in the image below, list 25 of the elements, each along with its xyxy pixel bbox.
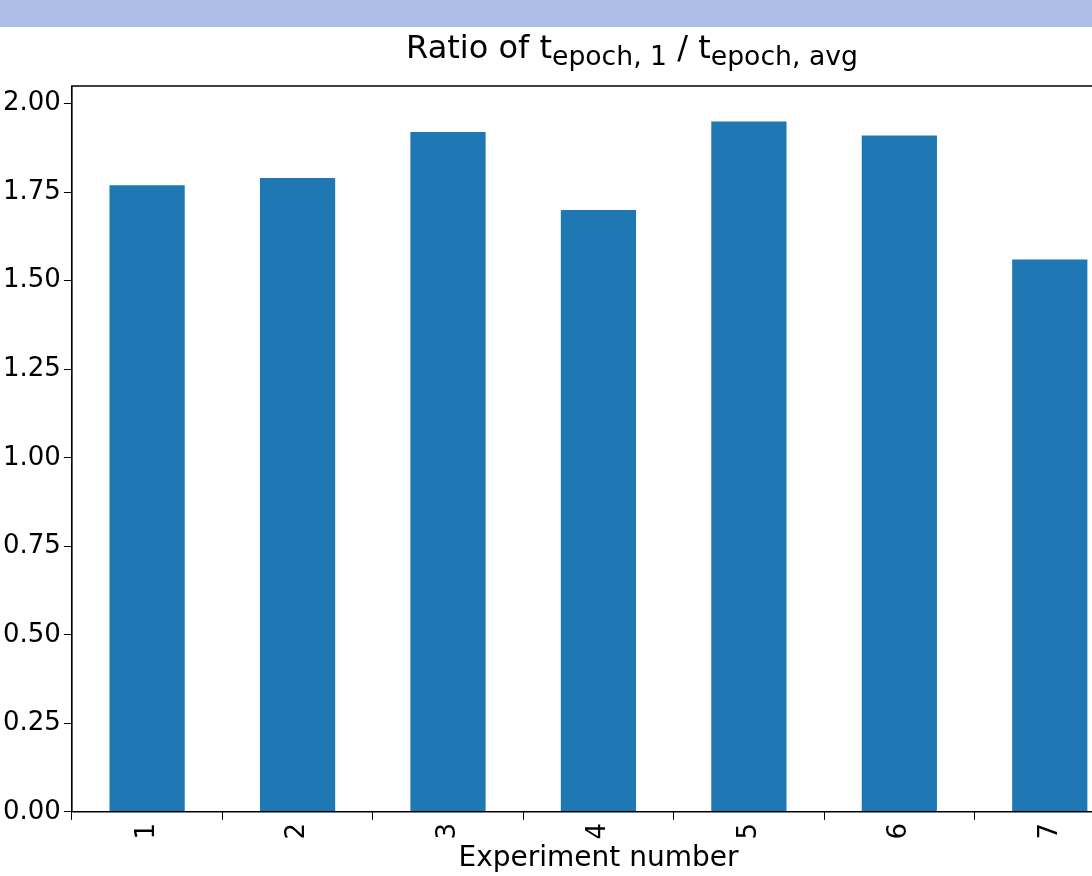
bar	[711, 121, 787, 812]
y-tick-label: 1.00	[3, 440, 61, 471]
y-tick-label: 0.25	[3, 706, 61, 737]
x-tick-label: 7	[1032, 822, 1063, 840]
x-tick-label: 3	[430, 822, 461, 840]
chart-title: Ratio of t$_{epoch, 1}$ / t$_{epoch, avg}$	[405, 28, 859, 72]
y-tick-label: 0.50	[3, 617, 61, 648]
x-tick-label: 4	[581, 822, 612, 840]
y-tick-label: 1.50	[3, 263, 61, 294]
bar	[109, 185, 185, 812]
y-tick-label: 0.75	[3, 529, 61, 560]
x-axis-title: Experiment number	[458, 840, 739, 874]
y-tick-label: 1.75	[3, 174, 61, 205]
y-tick-label: 0.00	[3, 794, 61, 825]
x-tick-label: 2	[280, 822, 311, 840]
y-tick-label: 1.25	[3, 352, 61, 383]
y-tick-label: 2.00	[3, 86, 61, 117]
x-tick-label: 5	[731, 822, 762, 840]
x-tick-label: 1	[129, 822, 160, 840]
bar	[560, 209, 637, 812]
bar	[410, 132, 486, 812]
bar	[1012, 259, 1088, 812]
x-tick-label: 6	[882, 822, 913, 840]
bar	[259, 178, 336, 812]
bar	[861, 135, 937, 812]
